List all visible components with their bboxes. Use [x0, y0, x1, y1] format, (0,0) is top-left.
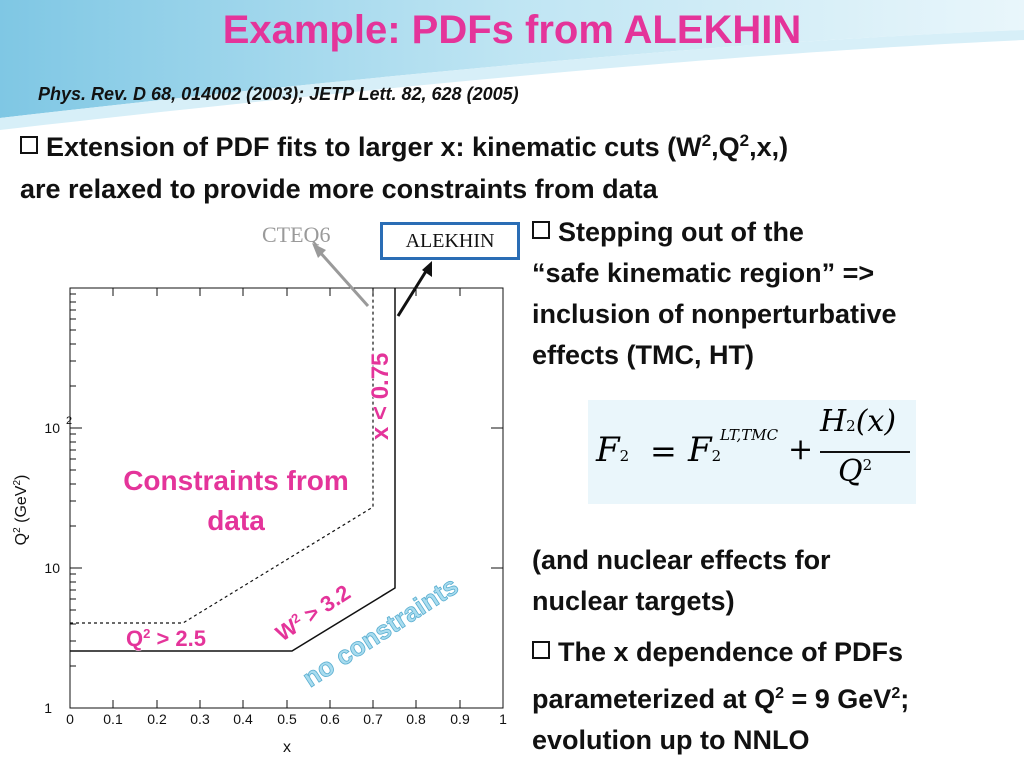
bullet-x-dependence: The x dependence of PDFs parameterized a…	[532, 637, 910, 755]
q-cut-label: Q2 > 2.5	[126, 626, 206, 651]
x-tick-8: 0.8	[406, 711, 426, 727]
formula-f2-lt-tmc: F2	[688, 430, 722, 470]
x-tick-3: 0.3	[190, 711, 210, 727]
checkbox-bullet-icon	[532, 641, 550, 659]
formula-denominator: Q2	[838, 454, 873, 489]
formula-fraction-bar	[820, 451, 910, 453]
checkbox-bullet-icon	[20, 136, 38, 154]
formula-plus: +	[788, 432, 814, 467]
alekhin-label-box: ALEKHIN	[380, 222, 520, 260]
x-tick-4: 0.4	[233, 711, 253, 727]
no-constraints-label: no constraints	[297, 570, 464, 693]
formula-numerator: H2(x)	[820, 404, 897, 439]
y-tick-10: 10	[44, 560, 60, 576]
formula-superscript: LT,TMC	[720, 426, 779, 444]
reference-citation: Phys. Rev. D 68, 014002 (2003); JETP Let…	[38, 84, 519, 104]
formula-equals: =	[650, 432, 677, 470]
x-tick-5: 0.5	[277, 711, 297, 727]
y-axis-label: Q2 (GeV2)	[12, 475, 30, 546]
x-tick-0: 0	[66, 711, 74, 727]
cteq6-arrow-head	[312, 243, 326, 258]
y-tick-1: 1	[44, 700, 52, 716]
checkbox-bullet-icon	[532, 221, 550, 239]
x-tick-6: 0.6	[320, 711, 340, 727]
x-tick-labels: 0 0.1 0.2 0.3 0.4 0.5 0.6 0.7 0.8 0.9 1	[66, 711, 507, 727]
constraints-label-line2: data	[207, 505, 265, 536]
x-tick-2: 0.2	[147, 711, 167, 727]
x-cut-label: x < 0.75	[367, 353, 394, 440]
x-tick-9: 0.9	[450, 711, 470, 727]
nuclear-effects-note: (and nuclear effects for nuclear targets…	[532, 545, 831, 616]
main-bullet: Extension of PDF fits to larger x: kinem…	[20, 131, 789, 204]
y-tick-100: 10	[44, 420, 60, 436]
kinematic-region-plot: 0 0.1 0.2 0.3 0.4 0.5 0.6 0.7 0.8 0.9 1 …	[12, 243, 507, 756]
alekhin-cut-boundary	[70, 288, 396, 652]
x-tick-7: 0.7	[363, 711, 383, 727]
cteq6-label: CTEQ6	[262, 222, 331, 247]
x-axis-label: x	[283, 739, 291, 756]
alekhin-arrow	[396, 267, 430, 317]
x-tick-1: 0.1	[103, 711, 123, 727]
y-ticks	[70, 293, 503, 709]
formula-lhs: F2	[596, 430, 630, 470]
bullet-stepping-out: Stepping out of the “safe kinematic regi…	[532, 217, 897, 370]
slide-title: Example: PDFs from ALEKHIN	[222, 8, 802, 52]
x-tick-10: 1	[499, 711, 507, 727]
alekhin-arrow-head	[422, 261, 432, 277]
y-tick-100-exponent: 2	[66, 415, 72, 427]
cteq6-cut-boundary	[70, 288, 374, 624]
w-cut-label: W2 > 3.2	[271, 580, 355, 647]
constraints-label-line1: Constraints from	[123, 465, 349, 496]
cteq6-arrow	[316, 249, 370, 307]
header-background	[0, 0, 1024, 130]
